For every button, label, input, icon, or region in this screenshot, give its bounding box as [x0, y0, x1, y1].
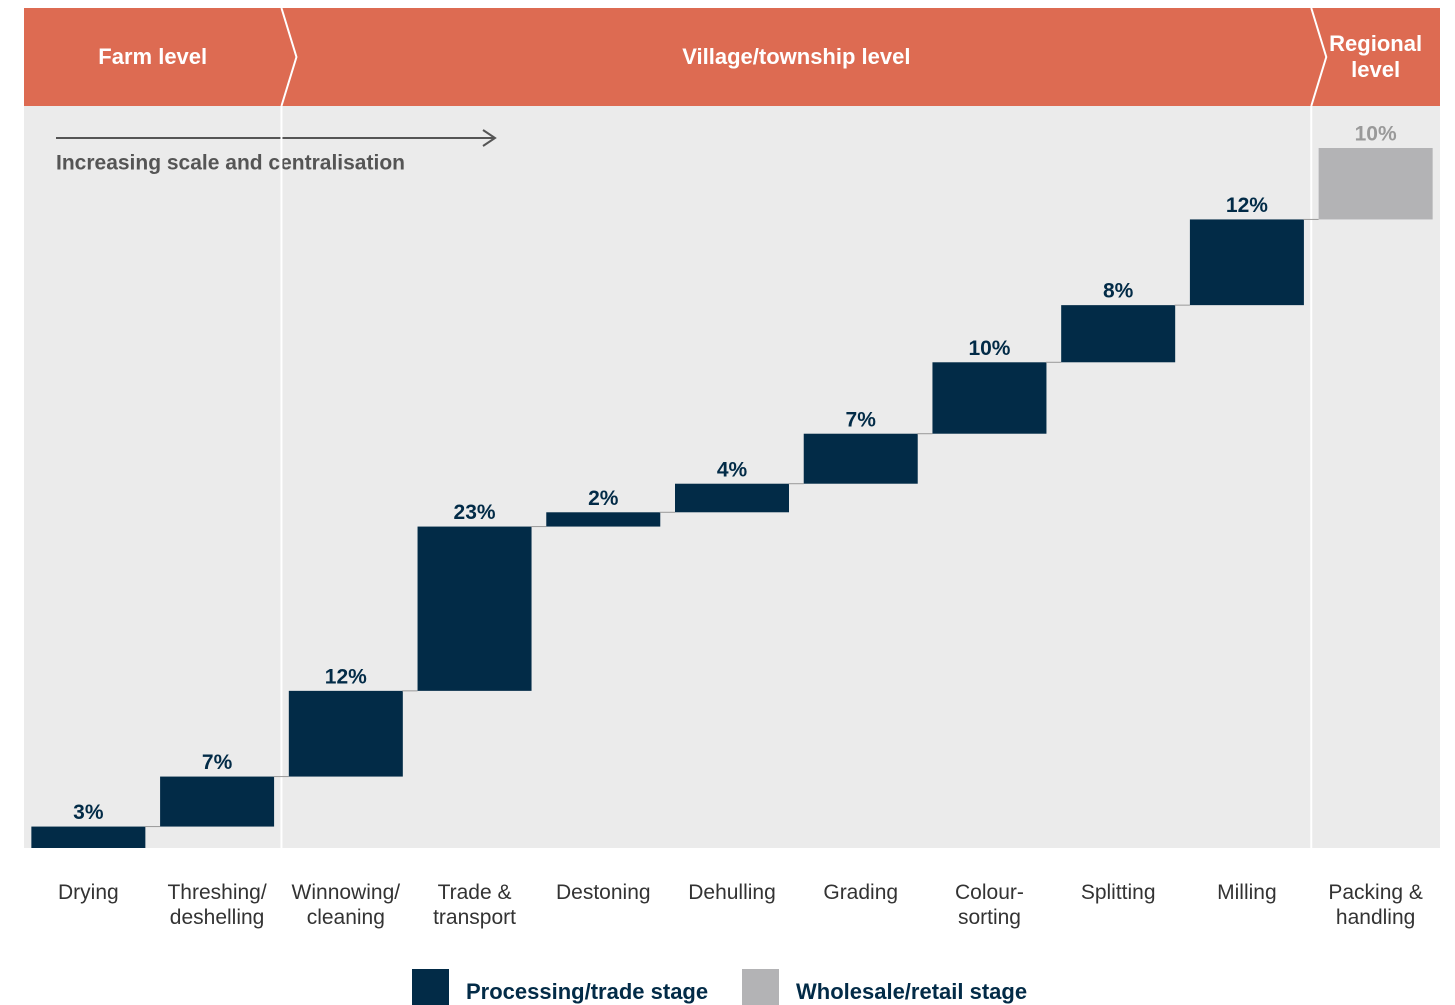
header-band — [24, 8, 1440, 106]
value-label: 10% — [1355, 123, 1397, 146]
value-label: 3% — [73, 801, 104, 824]
bar — [546, 512, 661, 527]
x-tick-label: Threshing/ deshelling — [167, 881, 267, 929]
value-label: 10% — [968, 337, 1010, 360]
bar — [675, 483, 789, 513]
level-label: Village/township level — [682, 44, 911, 69]
bar — [160, 776, 275, 827]
value-label: 7% — [846, 408, 877, 431]
level-label: Regional level — [1329, 31, 1423, 82]
x-tick-label: Winnowing/ cleaning — [291, 881, 401, 929]
legend-label: Processing/trade stage — [466, 979, 708, 1004]
x-tick-label: Grading — [823, 881, 899, 904]
bar — [932, 362, 1047, 434]
x-tick-label: Colour- sorting — [955, 881, 1024, 929]
value-label: 2% — [588, 487, 619, 510]
value-label: 7% — [202, 751, 233, 774]
x-tick-label: Dehulling — [688, 881, 776, 904]
level-divider — [1310, 7, 1328, 107]
scale-arrow-head — [482, 129, 497, 147]
value-label: 23% — [454, 501, 496, 524]
bar — [288, 690, 403, 777]
legend-label: Wholesale/retail stage — [796, 979, 1027, 1004]
value-label: 12% — [325, 665, 367, 688]
x-tick-label: Trade & transport — [433, 881, 516, 929]
x-tick-label: Splitting — [1080, 881, 1156, 904]
x-tick-label: Drying — [58, 881, 119, 904]
bar — [417, 526, 532, 691]
level-label: Farm level — [98, 44, 208, 69]
legend-swatch — [412, 969, 449, 1005]
level-divider — [280, 7, 298, 107]
x-tick-label: Packing & handling — [1328, 881, 1423, 929]
value-label: 4% — [717, 458, 748, 481]
x-tick-label: Milling — [1217, 881, 1277, 904]
legend-swatch — [742, 969, 779, 1005]
value-label: 8% — [1103, 280, 1134, 303]
bar — [1318, 148, 1433, 220]
bar — [31, 826, 146, 848]
annotation: Increasing scale and centralisation — [56, 152, 405, 175]
bar — [803, 433, 918, 484]
bar — [1061, 305, 1176, 363]
x-tick-label: Destoning — [555, 881, 651, 904]
value-label: 12% — [1226, 194, 1268, 217]
bar — [1189, 219, 1304, 306]
